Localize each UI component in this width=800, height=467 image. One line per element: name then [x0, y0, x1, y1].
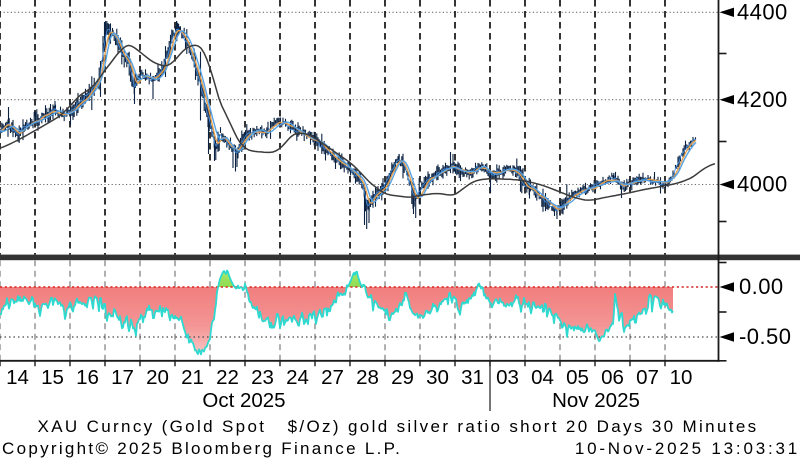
svg-text:05: 05: [566, 366, 589, 389]
svg-text:22: 22: [216, 366, 239, 389]
svg-text:27: 27: [321, 366, 344, 389]
svg-text:10-Nov-2025 13:03:31: 10-Nov-2025 13:03:31: [575, 439, 800, 458]
svg-text:03: 03: [496, 366, 519, 389]
svg-text:23: 23: [251, 366, 274, 389]
svg-text:-0.50: -0.50: [739, 324, 791, 349]
svg-text:28: 28: [356, 366, 379, 389]
svg-text:29: 29: [391, 366, 414, 389]
svg-text:Nov 2025: Nov 2025: [552, 389, 640, 412]
svg-text:4000: 4000: [737, 172, 788, 197]
svg-text:15: 15: [41, 366, 64, 389]
svg-text:0.00: 0.00: [739, 274, 784, 299]
svg-text:06: 06: [601, 366, 624, 389]
svg-text:Copyright© 2025 Bloomberg Fina: Copyright© 2025 Bloomberg Finance L.P.: [2, 439, 402, 458]
svg-text:07: 07: [636, 366, 659, 389]
svg-text:4200: 4200: [737, 87, 788, 112]
svg-text:31: 31: [461, 366, 484, 389]
svg-text:04: 04: [531, 366, 554, 389]
svg-text:10: 10: [670, 366, 693, 389]
svg-text:21: 21: [181, 366, 204, 389]
svg-text:XAU Curncy (Gold Spot $/Oz): XAU Curncy (Gold Spot $/Oz) gold silver …: [38, 417, 759, 436]
svg-text:16: 16: [76, 366, 99, 389]
svg-text:30: 30: [426, 366, 449, 389]
svg-text:14: 14: [6, 366, 29, 389]
svg-text:24: 24: [286, 366, 309, 389]
svg-text:17: 17: [111, 366, 134, 389]
svg-text:4400: 4400: [737, 0, 788, 25]
svg-text:Oct 2025: Oct 2025: [202, 389, 285, 412]
svg-text:20: 20: [146, 366, 169, 389]
